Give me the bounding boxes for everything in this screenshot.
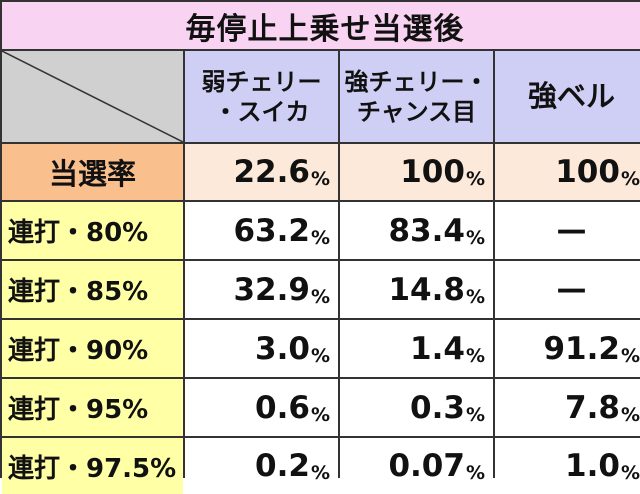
row-label-rate: 当選率 — [2, 144, 183, 200]
table-cell-dash: — — [495, 202, 640, 259]
table-cell: 0.2% — [185, 438, 338, 494]
table-cell: 83.4% — [340, 202, 493, 259]
column-header-line: 強ベル — [527, 79, 615, 114]
table-cell: 0.3% — [340, 379, 493, 436]
column-header-strong-cherry-chance: 強チェリー・ チャンス目 — [340, 51, 493, 142]
table-title: 毎停止上乗せ当選後 — [2, 2, 640, 49]
table-cell: 32.9% — [185, 261, 338, 318]
diagonal-line-icon — [2, 51, 183, 142]
row-label: 連打・90% — [2, 320, 183, 377]
column-header-line: 強チェリー・ — [344, 67, 489, 96]
rate-value: 100% — [495, 144, 640, 200]
corner-cell — [2, 51, 183, 142]
table-cell: 1.0% — [495, 438, 640, 494]
column-header-weak-cherry-suika: 弱チェリー ・スイカ — [185, 51, 338, 142]
table-cell: 7.8% — [495, 379, 640, 436]
row-label: 連打・97.5% — [2, 438, 183, 494]
table-cell: 1.4% — [340, 320, 493, 377]
row-label: 連打・95% — [2, 379, 183, 436]
table-cell-dash: — — [495, 261, 640, 318]
rate-value: 22.6% — [185, 144, 338, 200]
column-header-line: 弱チェリー — [201, 67, 322, 96]
row-label: 連打・80% — [2, 202, 183, 259]
rate-value: 100% — [340, 144, 493, 200]
table-cell: 63.2% — [185, 202, 338, 259]
table-cell: 0.6% — [185, 379, 338, 436]
table-cell: 91.2% — [495, 320, 640, 377]
column-header-strong-bell: 強ベル — [495, 51, 640, 142]
column-header-line: ・スイカ — [213, 97, 310, 126]
column-header-line: チャンス目 — [356, 97, 477, 126]
table-cell: 14.8% — [340, 261, 493, 318]
table-cell: 3.0% — [185, 320, 338, 377]
row-label: 連打・85% — [2, 261, 183, 318]
table-cell: 0.07% — [340, 438, 493, 494]
